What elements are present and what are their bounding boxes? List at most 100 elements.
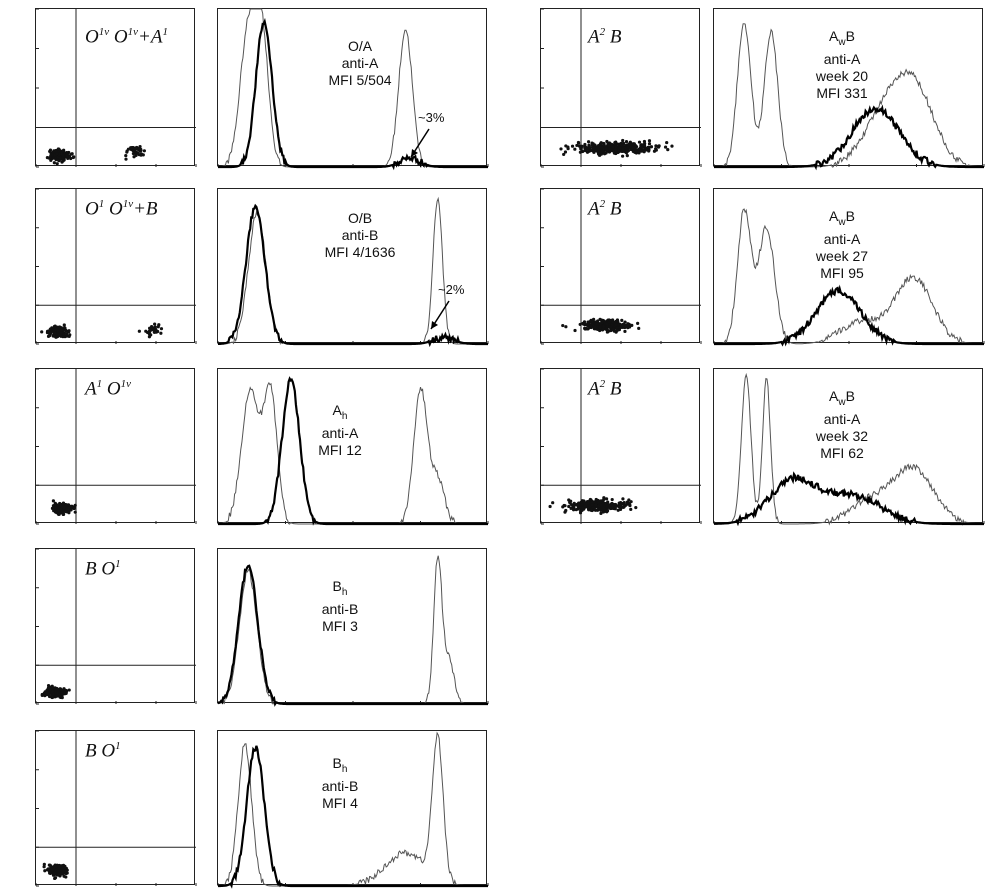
event-dot [564, 325, 568, 329]
event-dot [602, 496, 606, 500]
event-dot [613, 505, 617, 509]
event-dot [134, 146, 138, 150]
event-dot [624, 503, 628, 507]
percent-label: ~2% [438, 282, 465, 297]
event-cluster-0 [561, 317, 641, 334]
event-dot [54, 506, 58, 510]
event-dot [600, 321, 604, 325]
event-dot [614, 145, 618, 149]
histogram-series-thick [217, 564, 488, 707]
histogram-annotation: AwB anti-A week 32 MFI 62 [782, 388, 902, 462]
event-dot [597, 507, 601, 511]
event-dot [622, 141, 626, 146]
event-dot [606, 500, 610, 504]
event-dot [56, 869, 61, 873]
annotation-line: week 27 [782, 248, 902, 265]
event-dot [137, 329, 141, 333]
event-dot [600, 149, 604, 153]
event-dot [67, 688, 71, 692]
event-dot [48, 149, 52, 154]
genotype-allele: 1 [115, 740, 121, 752]
event-dot [64, 510, 68, 514]
event-dot [649, 145, 654, 149]
annotation-line: anti-B [280, 601, 400, 618]
event-dot [609, 142, 613, 147]
event-dot [49, 158, 53, 162]
event-dot [53, 331, 57, 335]
event-dot [568, 500, 572, 504]
event-dot [613, 502, 618, 507]
event-dot [590, 322, 594, 326]
genotype-text: B O [85, 558, 116, 580]
event-dot [610, 502, 614, 506]
event-dot [62, 874, 66, 878]
event-dot [61, 512, 65, 517]
annotation-text: B [332, 578, 342, 594]
scatter-plot-e [35, 730, 197, 887]
event-dot [599, 141, 603, 145]
event-dot [157, 323, 161, 327]
event-dot [53, 503, 57, 507]
annotation-line: MFI 4/1636 [300, 244, 420, 261]
genotype-label: A2 B [588, 378, 621, 400]
event-dot [571, 508, 576, 512]
event-dot [578, 150, 582, 154]
annotation-text: O/A [347, 38, 373, 54]
genotype-text: B [605, 198, 622, 220]
scatter-svg [35, 8, 197, 168]
event-dot [64, 332, 69, 336]
event-dot [605, 139, 609, 144]
event-dot [589, 324, 593, 328]
event-dot [598, 145, 602, 149]
histogram-f [713, 8, 985, 171]
event-dot [611, 320, 615, 324]
event-dot [551, 501, 555, 505]
event-dot [616, 319, 620, 323]
event-dot [142, 149, 146, 153]
histogram-g [713, 188, 985, 347]
genotype-text: O [109, 26, 128, 48]
event-dot [40, 330, 44, 334]
event-dot [58, 325, 62, 329]
annotation-text: B [845, 28, 855, 44]
histogram-series-thin [714, 208, 984, 346]
event-dot [616, 508, 620, 512]
event-dot [594, 503, 598, 507]
event-dot [57, 866, 61, 870]
event-dot [573, 147, 577, 151]
annotation-line: anti-A [280, 425, 400, 442]
event-dot [45, 331, 50, 335]
event-dot [60, 691, 64, 696]
annotation-line: Bh [280, 578, 400, 601]
genotype-text: A [588, 26, 600, 48]
annotation-line: anti-A [782, 231, 902, 248]
annotation-text: A [829, 28, 839, 44]
event-dot [602, 324, 606, 329]
event-dot [59, 328, 64, 332]
event-dot [569, 506, 573, 510]
event-dot [599, 511, 603, 515]
annotation-text: anti-B [341, 227, 379, 243]
genotype-text: A [588, 198, 600, 220]
event-dot [69, 508, 73, 512]
scatter-plot-a [35, 8, 197, 168]
event-dot [67, 330, 71, 334]
event-dot [587, 501, 591, 505]
event-dot [627, 142, 631, 146]
event-cluster-0 [50, 499, 77, 517]
histogram-d [217, 548, 489, 707]
event-dot [629, 500, 633, 504]
event-dot [592, 500, 596, 504]
event-dot [665, 140, 669, 145]
histogram-annotation: Bh anti-B MFI 4 [280, 755, 400, 812]
event-dot [68, 333, 72, 337]
event-dot [575, 143, 579, 148]
annotation-subscript: h [341, 586, 348, 598]
event-dot [605, 322, 609, 326]
event-dot [626, 323, 630, 327]
event-dot [61, 866, 65, 870]
histogram-series-thick [218, 745, 488, 889]
genotype-label: A2 B [588, 198, 621, 220]
event-dot [582, 499, 586, 504]
annotation-text: A [829, 388, 839, 404]
